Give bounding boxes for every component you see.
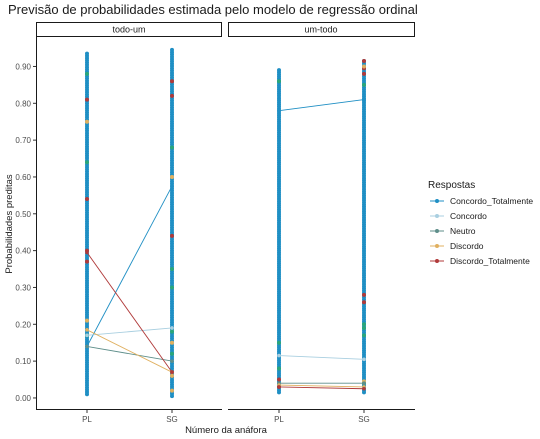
point-discordo — [85, 318, 89, 323]
point-discordo — [170, 373, 174, 378]
point-neutro-points — [85, 71, 89, 76]
strip-um-todo — [228, 22, 415, 37]
y-tick-label: 0.10 — [15, 357, 31, 366]
x-tick-label: PL — [82, 415, 92, 424]
point-neutro-points — [362, 325, 366, 330]
legend: Concordo_Totalmente Concordo Neutro Discord… — [430, 196, 533, 266]
x-axis-title: Número da anáfora — [185, 425, 268, 436]
legend-key-point — [435, 199, 439, 203]
y-ticks: 0.00 0.10 0.20 0.30 0.40 0.50 0.60 0.70 0.80 0.90 — [15, 62, 36, 403]
point-discordo-totalmente — [85, 197, 89, 202]
series-line-discordo-totalmente — [278, 386, 365, 390]
strip-todo-um — [36, 22, 222, 37]
y-axis-title: Probabilidades preditas — [4, 174, 15, 274]
point-discordo-totalmente — [362, 71, 366, 76]
point-concordo — [170, 326, 174, 330]
series-line-concordo — [278, 355, 365, 360]
legend-label: Neutro — [450, 226, 476, 236]
point-concordo-totalmente — [277, 68, 281, 73]
y-tick-label: 0.60 — [15, 173, 31, 182]
point-concordo — [85, 333, 89, 338]
legend-title: Respostas — [428, 180, 475, 191]
point-concordo — [362, 357, 366, 362]
point-discordo-totalmente — [362, 58, 366, 63]
legend-label: Concordo — [450, 211, 487, 221]
point-discordo-totalmente — [85, 250, 89, 255]
point-discordo — [362, 64, 366, 69]
point-discordo-totalmente — [85, 97, 89, 102]
point-neutro-points — [362, 333, 366, 338]
chart-title: Previsão de probabilidades estimada pelo… — [8, 2, 418, 17]
point-discordo-totalmente — [170, 370, 174, 374]
y-tick-label: 0.90 — [15, 62, 31, 71]
series-line-concordo — [86, 327, 173, 336]
point-neutro-points — [277, 79, 281, 84]
point-concordo-totalmente — [170, 184, 174, 188]
point-discordo-totalmente — [170, 79, 174, 84]
y-tick-label: 0.40 — [15, 247, 31, 256]
legend-key-point — [435, 259, 439, 263]
point-discordo-totalmente — [277, 385, 281, 389]
legend-key-point — [435, 229, 439, 233]
series-line-concordo-totalmente — [86, 185, 173, 347]
point-discordo-totalmente — [85, 259, 89, 264]
point-discordo — [85, 119, 89, 124]
legend-key-point — [435, 244, 439, 248]
x-ticks: PL SG PL SG — [82, 410, 370, 424]
point-concordo-totalmente — [85, 51, 89, 56]
point-concordo-totalmente — [170, 47, 174, 52]
series-line-discordo-totalmente — [86, 252, 173, 373]
strip-label-todo-um: todo-um — [112, 25, 145, 35]
point-discordo — [170, 174, 174, 179]
point-discordo — [170, 340, 174, 345]
point-neutro-points — [362, 322, 366, 327]
point-neutro-points — [85, 160, 89, 165]
legend-label: Concordo_Totalmente — [450, 196, 533, 206]
point-neutro-points — [170, 267, 174, 272]
y-tick-label: 0.00 — [15, 394, 31, 403]
legend-key-point — [435, 214, 439, 218]
point-neutro — [85, 344, 89, 349]
point-discordo-totalmente — [362, 292, 366, 297]
y-tick-label: 0.50 — [15, 210, 31, 219]
strip-label-um-todo: um-todo — [304, 25, 337, 35]
y-tick-label: 0.80 — [15, 99, 31, 108]
series-line-discordo — [278, 384, 365, 388]
x-tick-label: SG — [358, 415, 370, 424]
point-discordo — [170, 388, 174, 393]
point-concordo — [277, 353, 281, 358]
point-neutro-points — [170, 329, 174, 334]
legend-label: Discordo — [450, 241, 484, 251]
y-tick-label: 0.30 — [15, 283, 31, 292]
y-tick-label: 0.20 — [15, 320, 31, 329]
legend-label: Discordo_Totalmente — [450, 256, 530, 266]
series-line-neutro — [86, 345, 173, 362]
point-discordo-totalmente — [170, 233, 174, 238]
panel-um-todo — [277, 58, 366, 395]
series-line-concordo-totalmente — [278, 99, 365, 112]
point-discordo-totalmente — [362, 300, 366, 305]
point-neutro-points — [362, 82, 366, 87]
x-tick-label: SG — [166, 415, 178, 424]
point-discordo-totalmente — [170, 93, 174, 98]
point-neutro-points — [277, 340, 281, 345]
point-neutro-points — [170, 351, 174, 356]
point-discordo-totalmente — [277, 377, 281, 382]
point-neutro-points — [170, 285, 174, 290]
panel-todo-um — [85, 47, 174, 399]
y-tick-label: 0.70 — [15, 136, 31, 145]
x-tick-label: PL — [274, 415, 284, 424]
point-concordo-totalmente — [277, 108, 281, 113]
point-neutro — [170, 359, 174, 363]
point-discordo — [85, 328, 89, 332]
point-concordo-totalmente — [362, 97, 366, 102]
point-neutro-points — [277, 366, 281, 371]
point-neutro-points — [170, 145, 174, 150]
series-line-discordo — [86, 329, 173, 373]
point-neutro — [362, 381, 366, 386]
point-discordo-totalmente — [362, 386, 366, 391]
